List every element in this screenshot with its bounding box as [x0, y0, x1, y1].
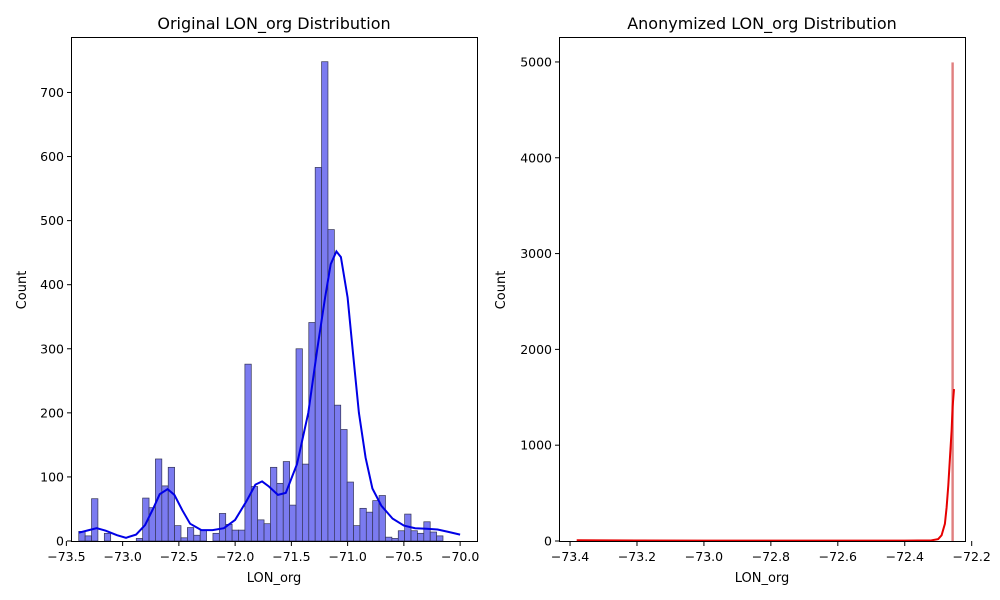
x-tick-label: −71.0	[328, 549, 366, 564]
x-tick-label: −72.2	[953, 549, 991, 564]
anonymized-distribution-chart: Anonymized LON_org Distribution −73.4 −73…	[494, 14, 991, 586]
x-tick-label: −73.0	[103, 549, 141, 564]
plot-frame	[71, 37, 478, 542]
histogram-bar	[161, 485, 169, 542]
x-tick-label: −72.0	[216, 549, 254, 564]
y-axis-label: Count	[494, 271, 509, 310]
histogram-bar	[180, 537, 188, 542]
histogram-bar	[174, 525, 182, 542]
histogram-bar	[103, 532, 112, 542]
kde-curve	[78, 249, 461, 539]
x-tick-label: −71.5	[272, 549, 310, 564]
histogram-bar	[359, 507, 367, 542]
histogram-bar	[436, 535, 444, 542]
histogram-bar	[276, 482, 284, 542]
histogram-bar	[410, 530, 418, 542]
x-tick-label: −73.0	[685, 549, 723, 564]
histogram-bar	[231, 529, 239, 542]
histogram-bar	[91, 498, 99, 542]
histogram-bar	[365, 511, 374, 542]
x-tick-label: −70.0	[441, 549, 479, 564]
histogram-bar	[263, 523, 271, 542]
chart-title: Anonymized LON_org Distribution	[627, 14, 897, 34]
histogram-bar	[372, 500, 380, 542]
histogram-bar	[250, 486, 259, 542]
x-tick-label: −73.2	[618, 549, 656, 564]
y-tick-label: 5000	[520, 54, 552, 69]
y-tick-label: 500	[40, 213, 64, 228]
histogram-bar	[417, 532, 425, 542]
histogram-bar	[429, 531, 437, 542]
histogram-bar	[423, 521, 431, 542]
histogram-bar	[199, 529, 207, 542]
kde-curve	[576, 389, 955, 542]
histogram-bar	[135, 538, 143, 542]
histogram-bar	[238, 529, 246, 542]
x-tick-label: −73.4	[551, 549, 589, 564]
x-tick-label: −70.5	[385, 549, 423, 564]
histogram-bar	[244, 363, 252, 542]
plot-frame	[559, 37, 966, 542]
y-tick-label: 0	[544, 534, 552, 549]
x-axis-label: LON_org	[247, 571, 302, 586]
x-axis-label: LON_org	[735, 571, 790, 586]
y-tick-label: 0	[56, 534, 64, 549]
histogram-bar	[212, 532, 220, 542]
y-axis-label: Count	[15, 271, 30, 310]
histogram-bar	[951, 62, 954, 541]
y-tick-label: 600	[40, 149, 64, 164]
histogram-bar	[353, 525, 361, 542]
histogram-bar	[385, 536, 393, 542]
histogram-bar	[346, 481, 354, 542]
histogram-bar	[270, 466, 278, 542]
histogram-bar	[334, 404, 342, 542]
histogram-bar	[257, 519, 265, 542]
x-axis-ticks: −73.5 −73.0 −72.5 −72.0 −71.5 −71.0 −70.5 −70.0	[47, 541, 479, 564]
x-tick-label: −72.5	[160, 549, 198, 564]
x-tick-label: −72.4	[886, 549, 924, 564]
histogram-bar	[84, 535, 92, 542]
x-axis-ticks: −73.4 −73.2 −73.0 −72.8 −72.6 −72.4 −72.2	[551, 541, 991, 564]
x-tick-label: −72.6	[819, 549, 857, 564]
histogram-bar	[193, 534, 201, 542]
x-tick-label: −72.8	[752, 549, 790, 564]
histogram-bar	[302, 463, 310, 542]
histogram-bar	[391, 538, 399, 542]
x-tick-label: −73.5	[47, 549, 85, 564]
original-distribution-chart: Original LON_org Distribution −73.5 −73.0…	[15, 14, 479, 586]
histogram-bar	[187, 527, 195, 542]
y-tick-label: 300	[40, 341, 64, 356]
y-tick-label: 4000	[520, 150, 552, 165]
y-axis-ticks: 0 1000 2000 3000 4000 5000	[520, 54, 560, 549]
y-tick-label: 1000	[520, 438, 552, 453]
histogram-bar	[308, 322, 316, 542]
y-tick-label: 100	[40, 469, 64, 484]
histogram-bars	[951, 62, 954, 541]
histogram-bar	[167, 466, 175, 542]
y-tick-label: 400	[40, 277, 64, 292]
y-tick-label: 200	[40, 405, 64, 420]
histogram-bar	[289, 504, 297, 542]
y-tick-label: 700	[40, 85, 64, 100]
histogram-bar	[282, 461, 290, 542]
histogram-bar	[340, 429, 348, 542]
chart-title: Original LON_org Distribution	[157, 14, 390, 34]
y-tick-label: 2000	[520, 342, 552, 357]
histogram-bar	[397, 530, 405, 542]
y-tick-label: 3000	[520, 246, 552, 261]
